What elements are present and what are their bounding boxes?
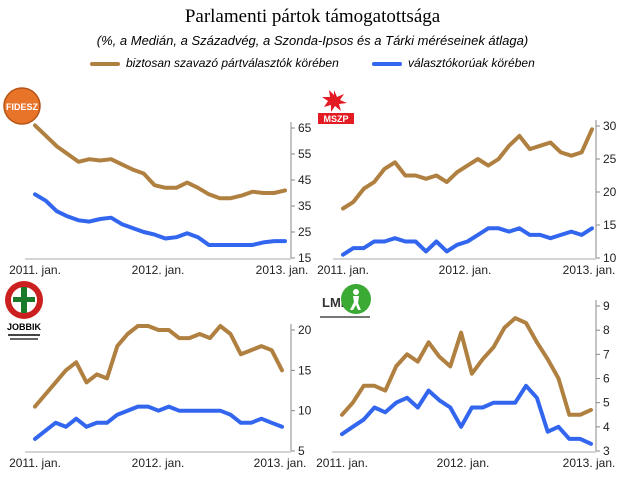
fidesz-series-voters bbox=[33, 123, 287, 201]
mszp-x-tick-label: 2012. jan. bbox=[439, 263, 492, 277]
jobbik-x-tick-label: 2013. jan. bbox=[254, 456, 307, 470]
lmp-series-adults bbox=[340, 383, 593, 446]
jobbik-logo-text: JOBBIK bbox=[7, 322, 42, 332]
lmp-y-tick-label: 8 bbox=[603, 323, 610, 337]
fidesz-logo-text: FIDESZ bbox=[6, 102, 39, 112]
lmp-series-voters bbox=[340, 316, 593, 417]
chart-title: Parlamenti pártok támogatottsága bbox=[184, 6, 441, 27]
lmp-logo: LMP bbox=[320, 284, 371, 318]
jobbik-y-tick-label: 5 bbox=[298, 444, 305, 458]
mszp-y-tick-label: 20 bbox=[603, 185, 617, 199]
legend-label-adults: választókorúak körében bbox=[408, 56, 535, 70]
mszp-y-tick-label: 25 bbox=[603, 152, 617, 166]
fidesz-y-tick-label: 15 bbox=[298, 251, 312, 265]
legend-label-voters: biztosan szavazó pártválasztók körében bbox=[126, 56, 339, 70]
legend-swatch-adults bbox=[372, 61, 402, 66]
jobbik-series-adults bbox=[33, 404, 284, 441]
lmp-y-tick-label: 5 bbox=[603, 396, 610, 410]
lmp-y-tick-label: 9 bbox=[603, 299, 610, 313]
jobbik-x-tick-label: 2012. jan. bbox=[132, 456, 185, 470]
lmp-x-tick-label: 2011. jan. bbox=[316, 456, 368, 470]
mszp-y-tick-label: 10 bbox=[603, 251, 617, 265]
fidesz-x-tick-label: 2011. jan. bbox=[9, 263, 61, 277]
fidesz-y-tick-label: 25 bbox=[298, 225, 312, 239]
lmp-y-tick-label: 3 bbox=[603, 444, 610, 458]
mszp-x-tick-label: 2013. jan. bbox=[563, 263, 616, 277]
panel-mszp: 10 15 20 25 30 2011. jan. 2012. jan. 2013. jan. bbox=[317, 119, 617, 277]
legend-item-adults: választókorúak körében bbox=[372, 56, 535, 70]
lmp-y-tick-label: 6 bbox=[603, 372, 610, 386]
jobbik-series-voters bbox=[33, 324, 284, 409]
jobbik-x-tick-label: 2011. jan. bbox=[9, 456, 61, 470]
lmp-x-tick-label: 2012. jan. bbox=[437, 456, 490, 470]
panel-lmp: 3 4 5 6 7 8 9 2011. jan. 2012. jan. 2013. jan. bbox=[316, 299, 615, 470]
fidesz-y-tick-label: 45 bbox=[298, 173, 312, 187]
jobbik-logo: JOBBIK bbox=[5, 281, 43, 340]
mszp-logo-text: MSZP bbox=[323, 114, 348, 124]
jobbik-y-tick-label: 15 bbox=[298, 363, 312, 377]
chart-subtitle: (%, a Medián, a Századvég, a Szonda-Ipso… bbox=[96, 33, 529, 48]
jobbik-y-tick-label: 10 bbox=[298, 404, 312, 418]
mszp-y-tick-label: 15 bbox=[603, 218, 617, 232]
panel-jobbik: 5 10 15 20 2011. jan. 2012. jan. 2013. jan. bbox=[9, 323, 312, 470]
fidesz-y-tick-label: 65 bbox=[298, 121, 312, 135]
lmp-x-tick-label: 2013. jan. bbox=[563, 456, 616, 470]
legend-item-voters: biztosan szavazó pártválasztók körében bbox=[90, 56, 339, 70]
mszp-series-voters bbox=[341, 127, 594, 211]
lmp-y-tick-label: 4 bbox=[603, 420, 610, 434]
fidesz-y-tick-label: 55 bbox=[298, 147, 312, 161]
fidesz-y-tick-label: 35 bbox=[298, 199, 312, 213]
fidesz-series-adults bbox=[33, 192, 287, 247]
mszp-series-adults bbox=[341, 226, 594, 257]
legend-swatch-voters bbox=[90, 61, 120, 66]
fidesz-x-tick-label: 2012. jan. bbox=[132, 263, 185, 277]
mszp-logo: MSZP bbox=[318, 90, 354, 124]
panel-fidesz: 15 25 35 45 55 65 2011. jan. 2012. jan. 2013. ja… bbox=[9, 121, 312, 277]
lmp-y-tick-label: 7 bbox=[603, 347, 610, 361]
fidesz-logo: FIDESZ bbox=[3, 87, 41, 125]
fidesz-x-tick-label: 2013. jan. bbox=[256, 263, 309, 277]
mszp-x-tick-label: 2011. jan. bbox=[317, 263, 369, 277]
jobbik-y-tick-label: 20 bbox=[298, 323, 312, 337]
mszp-y-tick-label: 30 bbox=[603, 119, 617, 133]
